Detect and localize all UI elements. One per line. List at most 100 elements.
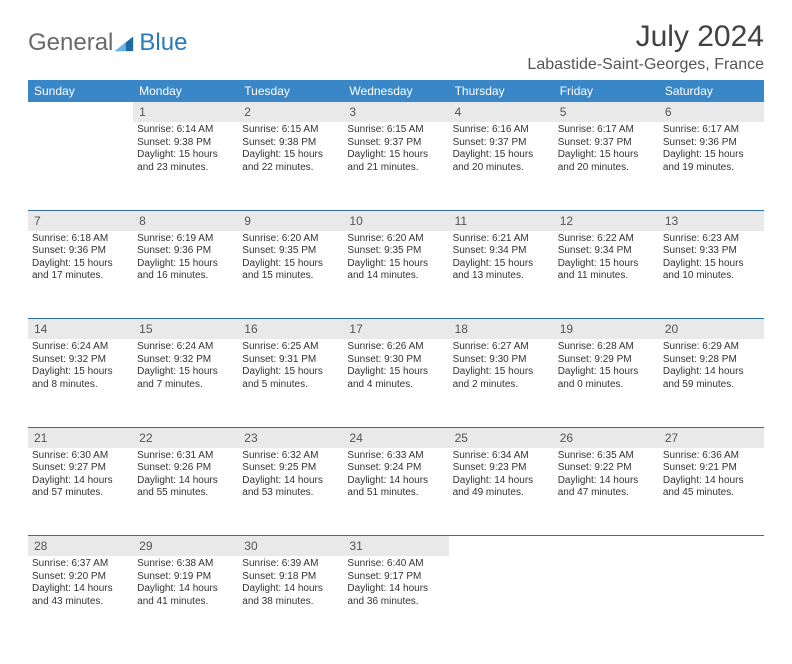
daylight-text: and 11 minutes.: [558, 270, 655, 283]
sunrise-text: Sunrise: 6:26 AM: [347, 341, 444, 354]
sunset-text: Sunset: 9:30 PM: [347, 354, 444, 367]
day-cell: Sunrise: 6:37 AMSunset: 9:20 PMDaylight:…: [28, 556, 133, 644]
day-cell: Sunrise: 6:36 AMSunset: 9:21 PMDaylight:…: [659, 448, 764, 536]
day-info-row: Sunrise: 6:37 AMSunset: 9:20 PMDaylight:…: [28, 556, 764, 644]
sunrise-text: Sunrise: 6:21 AM: [453, 233, 550, 246]
daylight-text: Daylight: 15 hours: [137, 258, 234, 271]
daylight-text: Daylight: 14 hours: [663, 366, 760, 379]
daylight-text: Daylight: 14 hours: [347, 583, 444, 596]
sunset-text: Sunset: 9:29 PM: [558, 354, 655, 367]
day-cell: Sunrise: 6:15 AMSunset: 9:37 PMDaylight:…: [343, 122, 448, 210]
sunset-text: Sunset: 9:34 PM: [558, 245, 655, 258]
daylight-text: and 10 minutes.: [663, 270, 760, 283]
daylight-text: Daylight: 15 hours: [347, 366, 444, 379]
day-number: 19: [554, 319, 659, 340]
sunset-text: Sunset: 9:24 PM: [347, 462, 444, 475]
day-number: 22: [133, 427, 238, 448]
day-number: 11: [449, 210, 554, 231]
sunrise-text: Sunrise: 6:22 AM: [558, 233, 655, 246]
daylight-text: Daylight: 15 hours: [663, 149, 760, 162]
sunrise-text: Sunrise: 6:39 AM: [242, 558, 339, 571]
sunset-text: Sunset: 9:30 PM: [453, 354, 550, 367]
day-number-row: 28293031: [28, 536, 764, 557]
sunrise-text: Sunrise: 6:33 AM: [347, 450, 444, 463]
sunrise-text: Sunrise: 6:24 AM: [137, 341, 234, 354]
day-number: 2: [238, 102, 343, 122]
day-number: 1: [133, 102, 238, 122]
daylight-text: and 7 minutes.: [137, 379, 234, 392]
sunset-text: Sunset: 9:17 PM: [347, 571, 444, 584]
sunrise-text: Sunrise: 6:24 AM: [32, 341, 129, 354]
daylight-text: and 49 minutes.: [453, 487, 550, 500]
weekday-header: Monday: [133, 80, 238, 102]
day-cell: Sunrise: 6:32 AMSunset: 9:25 PMDaylight:…: [238, 448, 343, 536]
sunrise-text: Sunrise: 6:37 AM: [32, 558, 129, 571]
sunrise-text: Sunrise: 6:14 AM: [137, 124, 234, 137]
sunset-text: Sunset: 9:36 PM: [137, 245, 234, 258]
weekday-header: Friday: [554, 80, 659, 102]
daylight-text: and 38 minutes.: [242, 596, 339, 609]
day-number: 15: [133, 319, 238, 340]
sunrise-text: Sunrise: 6:36 AM: [663, 450, 760, 463]
daylight-text: and 36 minutes.: [347, 596, 444, 609]
header: General Blue July 2024 Labastide-Saint-G…: [28, 20, 764, 74]
day-number: 27: [659, 427, 764, 448]
brand-part2: Blue: [139, 29, 187, 57]
sunrise-text: Sunrise: 6:15 AM: [347, 124, 444, 137]
daylight-text: and 45 minutes.: [663, 487, 760, 500]
daylight-text: and 0 minutes.: [558, 379, 655, 392]
daylight-text: Daylight: 14 hours: [663, 475, 760, 488]
daylight-text: and 43 minutes.: [32, 596, 129, 609]
sunrise-text: Sunrise: 6:27 AM: [453, 341, 550, 354]
day-number-row: 21222324252627: [28, 427, 764, 448]
day-cell: Sunrise: 6:39 AMSunset: 9:18 PMDaylight:…: [238, 556, 343, 644]
weekday-header: Thursday: [449, 80, 554, 102]
sunrise-text: Sunrise: 6:28 AM: [558, 341, 655, 354]
daylight-text: Daylight: 14 hours: [32, 475, 129, 488]
weekday-header: Wednesday: [343, 80, 448, 102]
daylight-text: Daylight: 14 hours: [137, 475, 234, 488]
day-cell: Sunrise: 6:22 AMSunset: 9:34 PMDaylight:…: [554, 231, 659, 319]
day-number: 16: [238, 319, 343, 340]
sunset-text: Sunset: 9:34 PM: [453, 245, 550, 258]
day-number-row: 123456: [28, 102, 764, 122]
daylight-text: Daylight: 15 hours: [558, 366, 655, 379]
sunset-text: Sunset: 9:26 PM: [137, 462, 234, 475]
day-info-row: Sunrise: 6:18 AMSunset: 9:36 PMDaylight:…: [28, 231, 764, 319]
daylight-text: Daylight: 14 hours: [137, 583, 234, 596]
day-cell: Sunrise: 6:15 AMSunset: 9:38 PMDaylight:…: [238, 122, 343, 210]
daylight-text: Daylight: 15 hours: [453, 366, 550, 379]
sunset-text: Sunset: 9:35 PM: [242, 245, 339, 258]
sunset-text: Sunset: 9:37 PM: [558, 137, 655, 150]
day-cell: Sunrise: 6:27 AMSunset: 9:30 PMDaylight:…: [449, 339, 554, 427]
daylight-text: and 53 minutes.: [242, 487, 339, 500]
day-cell: [28, 122, 133, 210]
day-number: 7: [28, 210, 133, 231]
day-number: 24: [343, 427, 448, 448]
day-cell: Sunrise: 6:21 AMSunset: 9:34 PMDaylight:…: [449, 231, 554, 319]
day-cell: Sunrise: 6:40 AMSunset: 9:17 PMDaylight:…: [343, 556, 448, 644]
daylight-text: Daylight: 14 hours: [453, 475, 550, 488]
daylight-text: and 14 minutes.: [347, 270, 444, 283]
daylight-text: Daylight: 15 hours: [558, 258, 655, 271]
day-number: 25: [449, 427, 554, 448]
daylight-text: and 20 minutes.: [558, 162, 655, 175]
day-number: 13: [659, 210, 764, 231]
daylight-text: Daylight: 15 hours: [242, 366, 339, 379]
day-cell: Sunrise: 6:26 AMSunset: 9:30 PMDaylight:…: [343, 339, 448, 427]
sunset-text: Sunset: 9:32 PM: [137, 354, 234, 367]
daylight-text: and 51 minutes.: [347, 487, 444, 500]
sunset-text: Sunset: 9:27 PM: [32, 462, 129, 475]
day-cell: Sunrise: 6:17 AMSunset: 9:36 PMDaylight:…: [659, 122, 764, 210]
daylight-text: Daylight: 14 hours: [32, 583, 129, 596]
daylight-text: and 59 minutes.: [663, 379, 760, 392]
sunset-text: Sunset: 9:18 PM: [242, 571, 339, 584]
day-info-row: Sunrise: 6:24 AMSunset: 9:32 PMDaylight:…: [28, 339, 764, 427]
day-cell: Sunrise: 6:33 AMSunset: 9:24 PMDaylight:…: [343, 448, 448, 536]
sunset-text: Sunset: 9:25 PM: [242, 462, 339, 475]
sunrise-text: Sunrise: 6:32 AM: [242, 450, 339, 463]
daylight-text: and 55 minutes.: [137, 487, 234, 500]
sunrise-text: Sunrise: 6:29 AM: [663, 341, 760, 354]
daylight-text: Daylight: 15 hours: [347, 258, 444, 271]
sunrise-text: Sunrise: 6:20 AM: [242, 233, 339, 246]
